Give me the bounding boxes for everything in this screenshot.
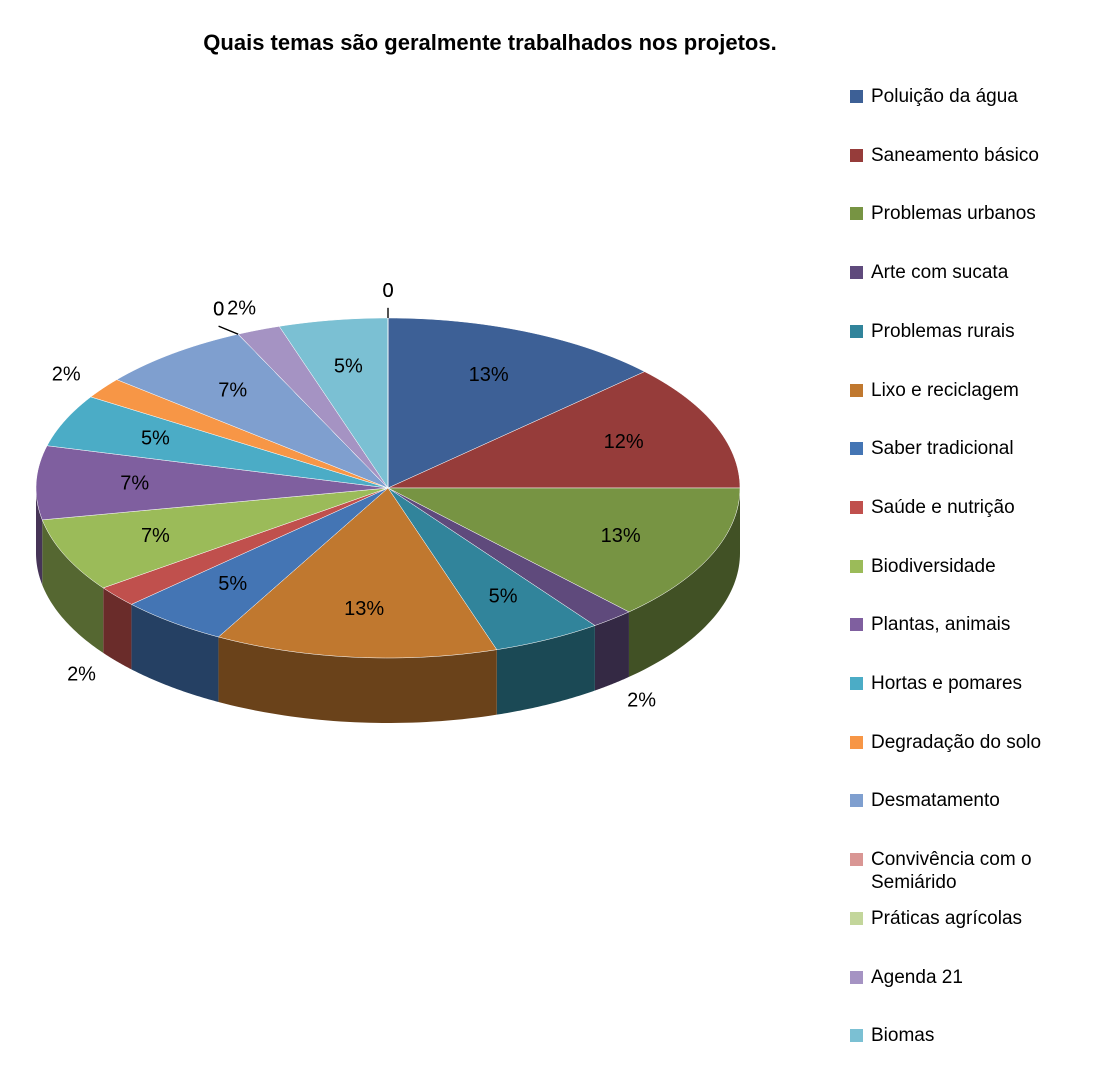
data-label: 0: [382, 280, 393, 302]
data-label: 13%: [344, 598, 384, 620]
legend-swatch: [850, 442, 863, 456]
chart-title: Quais temas são geralmente trabalhados n…: [203, 30, 777, 55]
data-label: 5%: [141, 428, 170, 450]
legend-item: Hortas e pomares: [850, 672, 1076, 695]
legend-item: Lixo e reciclagem: [850, 379, 1076, 402]
data-label: 0: [213, 298, 224, 320]
legend-swatch: [850, 324, 863, 338]
data-label: 7%: [218, 380, 247, 402]
data-label: 0: [382, 280, 393, 302]
leader-line: [218, 325, 239, 335]
slice-side: [218, 636, 497, 723]
legend-swatch: [850, 970, 863, 984]
legend-item: Problemas rurais: [850, 320, 1076, 343]
slice: [46, 396, 389, 489]
slice: [387, 487, 741, 613]
legend-item: Saúde e nutrição: [850, 496, 1076, 519]
legend-label: Agenda 21: [871, 966, 963, 988]
legend-item: Saneamento básico: [850, 144, 1076, 167]
legend-swatch: [850, 207, 863, 221]
legend-label: Práticas agrícolas: [871, 907, 1023, 929]
chart: 13%12%13%2%5%13%5%2%7%7%5%2%7%00 2%5%00: [35, 280, 741, 723]
legend-swatch: [850, 559, 863, 573]
legend-item: Práticas agrícolas: [850, 907, 1076, 930]
legend-swatch: [850, 911, 863, 925]
legend-swatch: [850, 618, 863, 632]
legend-label: Desmatamento: [871, 790, 1000, 812]
slice-side: [131, 604, 219, 702]
legend-item: Saber tradicional: [850, 437, 1076, 460]
slice-side: [103, 587, 132, 670]
legend-label: Biomas: [871, 1025, 935, 1047]
legend-label: Convivência com o Semiárido: [871, 849, 1032, 894]
slice-side: [594, 611, 629, 691]
slice: [102, 487, 389, 605]
legend-label: Poluição da água: [871, 86, 1018, 107]
legend-swatch: [850, 148, 863, 162]
legend-label: Lixo e reciclagem: [871, 379, 1019, 401]
legend-swatch: [850, 383, 863, 397]
legend-swatch: [850, 500, 863, 514]
slice: [116, 333, 389, 489]
slice-side: [42, 519, 104, 653]
data-label: 5%: [334, 355, 363, 377]
slice: [387, 487, 630, 626]
slice: [41, 487, 389, 589]
legend-label: Saúde e nutrição: [871, 496, 1015, 518]
slice: [90, 379, 389, 489]
legend-item: Biodiversidade: [850, 555, 1076, 578]
data-label: 12%: [604, 431, 644, 453]
data-label: 2%: [227, 298, 256, 320]
legend-item: Biomas: [850, 1024, 1076, 1047]
data-label: 2%: [52, 363, 81, 385]
legend-label: Plantas, animais: [871, 614, 1011, 636]
legend-swatch: [850, 677, 863, 690]
slice: [387, 317, 646, 489]
legend-label: Hortas e pomares: [871, 673, 1023, 694]
legend-item: Convivência com o Semiárido: [850, 848, 1076, 894]
legend-swatch: [850, 794, 863, 808]
data-label: 7%: [120, 472, 149, 494]
legend-item: Poluição da água: [850, 85, 1076, 108]
legend-swatch: [850, 853, 863, 867]
slice: [278, 317, 389, 489]
slice: [35, 445, 389, 521]
data-label: 2%: [627, 689, 656, 711]
legend-swatch: [850, 266, 863, 280]
legend-label: Saneamento básico: [871, 144, 1039, 166]
legend-label: Problemas rurais: [871, 320, 1015, 342]
legend-swatch: [850, 90, 863, 103]
legend-item: Problemas urbanos: [850, 202, 1076, 225]
legend-item: Arte com sucata: [850, 261, 1076, 284]
legend-label: Degradação do solo: [871, 731, 1042, 753]
legend-swatch: [850, 735, 863, 749]
data-label: 7%: [141, 525, 170, 547]
slice: [217, 487, 498, 659]
data-label: 13%: [601, 525, 641, 547]
legend-label: Saber tradicional: [871, 438, 1014, 460]
legend-label: Arte com sucata: [871, 262, 1009, 284]
slice: [387, 371, 741, 489]
legend-item: Agenda 21: [850, 966, 1076, 989]
slice-side: [496, 625, 595, 715]
legend-label: Biodiversidade: [871, 555, 996, 577]
legend-item: Plantas, animais: [850, 613, 1076, 636]
legend-swatch: [850, 1029, 863, 1043]
data-label: 5%: [218, 573, 247, 595]
legend-item: Degradação do solo: [850, 731, 1076, 754]
slice-side: [628, 488, 740, 677]
data-label: 13%: [469, 364, 509, 386]
slice: [237, 326, 389, 489]
legend-item: Desmatamento: [850, 789, 1076, 812]
slice: [387, 487, 596, 650]
legend-label: Problemas urbanos: [871, 203, 1036, 225]
data-label: 0: [213, 298, 224, 320]
data-label: 5%: [489, 585, 518, 607]
data-label: 2%: [67, 664, 96, 686]
slice-side: [36, 488, 43, 585]
slice: [130, 487, 389, 638]
